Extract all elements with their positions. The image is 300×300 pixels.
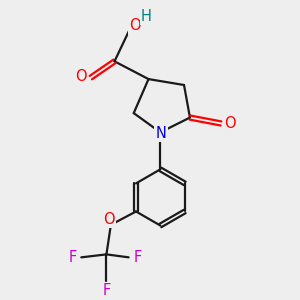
Text: H: H: [141, 9, 152, 24]
Text: F: F: [102, 283, 111, 298]
Text: O: O: [224, 116, 236, 131]
Text: F: F: [134, 250, 142, 265]
Text: O: O: [103, 212, 115, 227]
Text: N: N: [155, 126, 167, 141]
Text: F: F: [68, 250, 76, 265]
Text: O: O: [129, 18, 141, 33]
Text: O: O: [76, 69, 87, 84]
